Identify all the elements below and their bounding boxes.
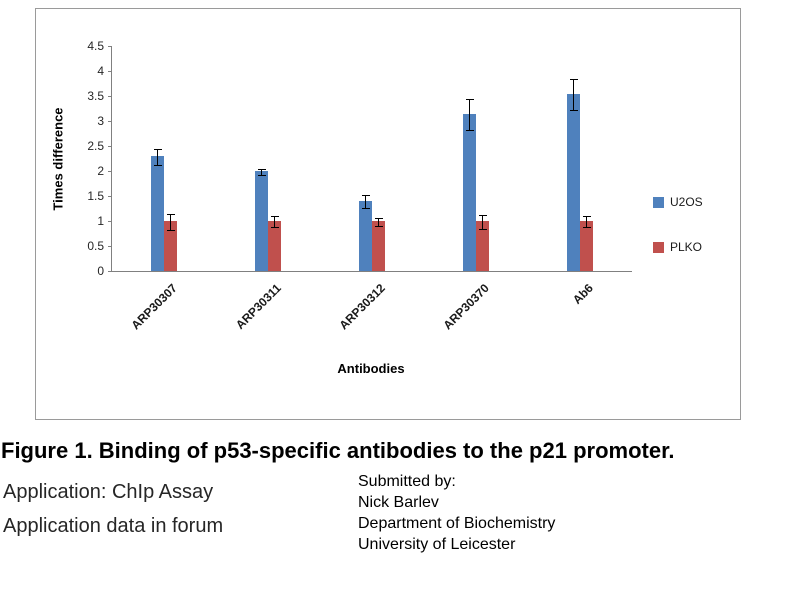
chart: Times difference 0 0.5 1 1.5 2 2.5 3 3.5 4 4.5 ARP…: [35, 8, 741, 420]
y-axis-title: Times difference: [50, 107, 66, 211]
submitter-department: Department of Biochemistry: [358, 515, 556, 532]
submitted-by-block: Submitted by: Nick Barlev Department of …: [358, 471, 555, 555]
application-line: Application: ChIp Assay: [3, 481, 214, 503]
error-bar: [361, 195, 370, 209]
y-tick-mark: [108, 246, 112, 247]
x-axis-title: Antibodies: [337, 361, 405, 376]
bar-plko-ab6: [580, 221, 593, 271]
error-bar: [153, 148, 162, 166]
submitter-name: Nick Barlev: [358, 494, 439, 511]
legend: U2OS PLKO: [653, 195, 703, 285]
y-tick-mark: [108, 221, 112, 222]
y-tick-mark: [108, 196, 112, 197]
x-tick-label: ARP30370: [440, 281, 492, 333]
y-tick-label: 3.5: [87, 89, 104, 103]
error-bar: [257, 168, 266, 176]
x-tick-label: ARP30311: [232, 281, 284, 332]
y-tick-label: 1.5: [87, 189, 104, 203]
bar-u2os-arp30311: [255, 171, 268, 271]
y-tick-label: 0.5: [87, 239, 104, 253]
bar-u2os-ab6: [567, 93, 580, 271]
bar-u2os-arp30312: [359, 201, 372, 271]
legend-item-u2os: U2OS: [653, 195, 703, 209]
bar-plko-arp30370: [476, 221, 489, 271]
y-tick-mark: [108, 96, 112, 97]
figure-caption: Figure 1. Binding of p53-specific antibo…: [1, 438, 675, 463]
x-tick-label: ARP30312: [336, 281, 388, 333]
y-tick-mark: [108, 271, 112, 272]
bar-plko-arp30311: [268, 221, 281, 271]
error-bar: [582, 216, 591, 228]
y-tick-label: 3: [97, 114, 104, 128]
y-tick-mark: [108, 71, 112, 72]
y-tick-mark: [108, 46, 112, 47]
y-tick-label: 4.5: [87, 39, 104, 53]
legend-swatch: [653, 196, 664, 208]
y-tick-label: 0: [97, 264, 104, 278]
error-bar: [270, 216, 279, 228]
x-tick-label: Ab6: [569, 281, 596, 307]
error-bar: [465, 98, 474, 131]
legend-swatch: [653, 241, 664, 253]
error-bar: [569, 78, 578, 111]
bar-plko-arp30312: [372, 221, 385, 271]
error-bar: [374, 217, 383, 227]
legend-label: U2OS: [670, 195, 703, 209]
bar-u2os-arp30307: [151, 156, 164, 271]
legend-label: PLKO: [670, 240, 703, 254]
plot-area: 0 0.5 1 1.5 2 2.5 3 3.5 4 4.5 ARP30307 ARP30311 ARP3…: [87, 39, 632, 332]
y-tick-label: 2.5: [87, 139, 104, 153]
submitter-university: University of Leicester: [358, 536, 516, 553]
y-tick-mark: [108, 171, 112, 172]
y-tick-mark: [108, 121, 112, 122]
legend-item-plko: PLKO: [653, 240, 703, 254]
error-bar: [478, 214, 487, 230]
y-tick-label: 1: [97, 214, 104, 228]
y-tick-label: 4: [97, 64, 104, 78]
x-tick-label: ARP30307: [128, 281, 180, 333]
bar-plko-arp30307: [164, 221, 177, 271]
application-data-line: Application data in forum: [3, 515, 224, 537]
error-bar: [166, 213, 175, 231]
submitted-by-label: Submitted by:: [358, 473, 456, 490]
bar-u2os-arp30370: [463, 113, 476, 271]
y-tick-mark: [108, 146, 112, 147]
y-tick-label: 2: [97, 164, 104, 178]
